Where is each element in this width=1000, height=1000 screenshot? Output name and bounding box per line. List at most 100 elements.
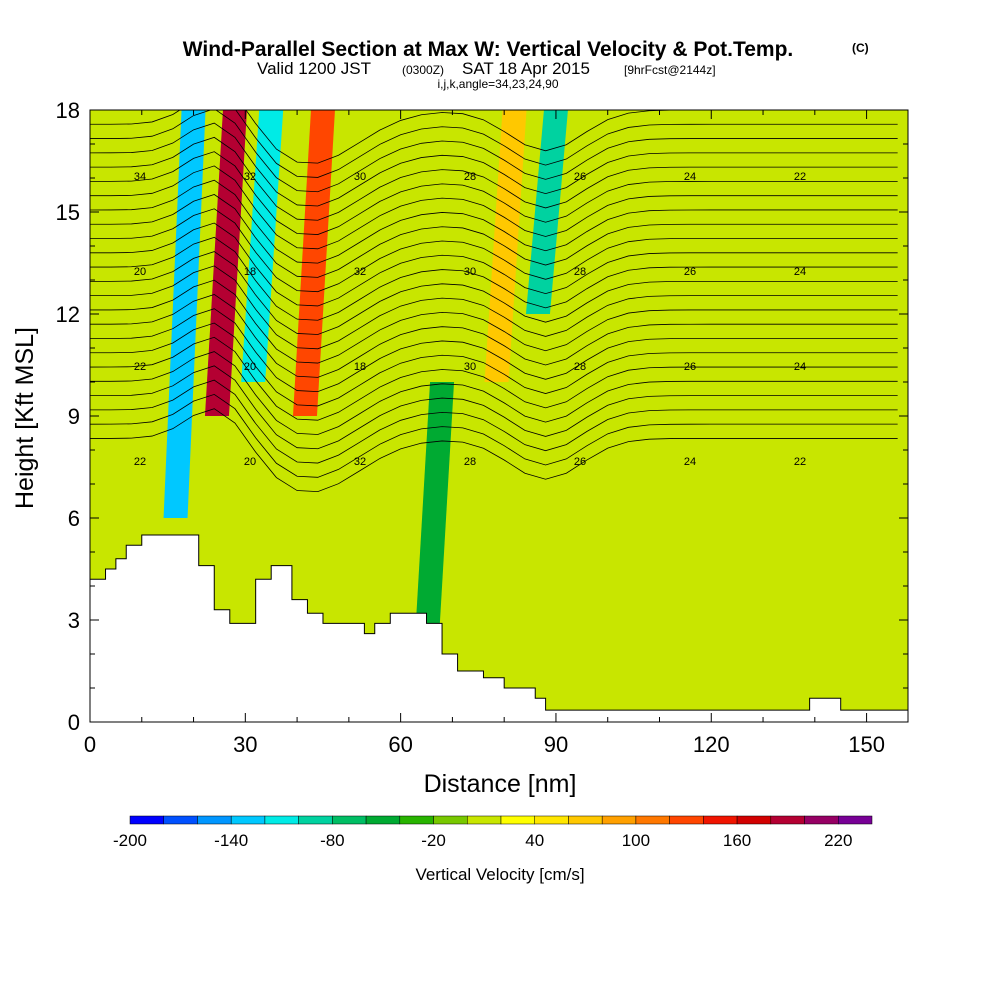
- subtitle-date: SAT 18 Apr 2015: [462, 59, 590, 78]
- colorbar-label: Vertical Velocity [cm/s]: [415, 865, 584, 884]
- contour-label: 28: [574, 266, 586, 278]
- theta-contour-line: [90, 122, 898, 207]
- theta-contour-line: [90, 194, 898, 278]
- colorbar-tick-label: 100: [622, 831, 650, 850]
- contour-label: 28: [464, 171, 476, 183]
- theta-contour-line: [90, 236, 898, 321]
- velocity-band: [204, 110, 247, 416]
- contour-label: 20: [134, 266, 146, 278]
- colorbar-swatch: [770, 815, 805, 825]
- contour-label: 32: [354, 456, 366, 468]
- velocity-band: [484, 110, 527, 382]
- colorbar-swatch: [163, 815, 198, 825]
- y-tick-label: 0: [68, 710, 80, 735]
- colorbar-tick-label: -80: [320, 831, 345, 850]
- velocity-band: [412, 382, 455, 688]
- chart-subsubtitle: i,j,k,angle=34,23,24,90: [437, 77, 558, 91]
- colorbar-swatch: [230, 815, 266, 825]
- x-tick-label: 150: [848, 732, 885, 757]
- subtitle-forecast: [9hrFcst@2144z]: [624, 63, 716, 77]
- colorbar-swatch: [197, 815, 232, 825]
- colorbar-swatch: [500, 815, 535, 825]
- contour-label: 22: [134, 456, 146, 468]
- colorbar-swatch: [804, 815, 839, 825]
- colorbar-swatch: [433, 815, 468, 825]
- plot-area: 34 32 30 28 26 24 22 20 18 32 30 28 26 24 22 20 18 30 28 26…: [89, 109, 909, 723]
- x-tick-label: 120: [693, 732, 730, 757]
- theta-contour-line: [90, 365, 898, 450]
- colorbar-swatch: [635, 815, 670, 825]
- theta-contour-line: [90, 136, 898, 221]
- contour-label: 24: [684, 171, 696, 183]
- chart-title: Wind-Parallel Section at Max W: Vertical…: [183, 38, 794, 61]
- theta-contour-line: [90, 251, 898, 335]
- contour-label: 30: [464, 361, 476, 373]
- colorbar-tick-label: 160: [723, 831, 751, 850]
- theta-contour-line: [90, 208, 898, 293]
- contour-label: 26: [684, 361, 696, 373]
- theta-contour-line: [90, 110, 898, 178]
- contour-label: 24: [794, 266, 806, 278]
- colorbar-swatch: [467, 815, 502, 825]
- copyright-mark: (C): [852, 41, 869, 55]
- y-axis-label: Height [Kft MSL]: [11, 327, 39, 509]
- velocity-band: [163, 110, 206, 518]
- y-tick-label: 6: [68, 506, 80, 531]
- x-tick-label: 30: [233, 732, 257, 757]
- theta-contour-line: [90, 294, 898, 378]
- contour-label: 22: [794, 456, 806, 468]
- colorbar-swatch: [534, 815, 569, 825]
- y-tick-label: 15: [56, 200, 80, 225]
- x-tick-label: 90: [544, 732, 568, 757]
- contour-label: 32: [354, 266, 366, 278]
- x-axis-label: Distance [nm]: [424, 770, 577, 798]
- x-tick-label: 60: [388, 732, 412, 757]
- contour-label: 30: [464, 266, 476, 278]
- contour-label: 22: [794, 171, 806, 183]
- colorbar-swatch: [669, 815, 704, 825]
- contour-label: 18: [354, 361, 366, 373]
- theta-contour-line: [90, 265, 898, 350]
- chart-subtitle: Valid 1200 JST (0300Z) SAT 18 Apr 2015 […: [257, 59, 716, 78]
- theta-contour-line: [90, 336, 898, 421]
- contour-labels: 34 32 30 28 26 24 22 20 18 32 30 28 26 24 22 20 18 30 28 26…: [134, 171, 806, 468]
- colorbar-tick-label: -200: [113, 831, 147, 850]
- theta-contour-line: [90, 279, 898, 364]
- contour-label: 24: [794, 361, 806, 373]
- theta-contour-line: [90, 222, 898, 307]
- theta-contour-line: [90, 379, 898, 464]
- contour-label: 30: [354, 171, 366, 183]
- subtitle-utc: (0300Z): [402, 63, 444, 77]
- terrain: [89, 534, 909, 723]
- theta-contour-line: [90, 322, 898, 407]
- contour-label: 20: [244, 456, 256, 468]
- contour-label: 28: [574, 361, 586, 373]
- contour-label: 26: [574, 456, 586, 468]
- colorbar-swatch: [838, 815, 873, 825]
- colorbar-tick-label: 40: [525, 831, 544, 850]
- contour-label: 20: [244, 361, 256, 373]
- colorbar-swatch: [298, 815, 333, 825]
- y-tick-label: 9: [68, 404, 80, 429]
- colorbar-swatch: [399, 815, 434, 825]
- colorbar-swatch: [736, 815, 772, 825]
- theta-contour-line: [90, 110, 898, 193]
- colorbar-tick-label: -20: [421, 831, 446, 850]
- theta-contours: [90, 110, 898, 493]
- colorbar-swatch: [703, 815, 738, 825]
- y-tick-label: 12: [56, 302, 80, 327]
- contour-label: 24: [684, 456, 696, 468]
- y-tick-label: 3: [68, 608, 80, 633]
- theta-contour-line: [90, 179, 898, 264]
- contour-label: 34: [134, 171, 146, 183]
- theta-contour-line: [90, 408, 898, 493]
- colorbar-swatch: [332, 815, 367, 825]
- theta-contour-line: [90, 351, 898, 435]
- colorbar-swatch: [129, 815, 164, 825]
- contour-label: 26: [684, 266, 696, 278]
- theta-contour-line: [90, 165, 898, 250]
- theta-contour-line: [90, 393, 898, 478]
- colorbar-tick-label: 220: [824, 831, 852, 850]
- subtitle-lead: Valid 1200 JST: [257, 59, 371, 78]
